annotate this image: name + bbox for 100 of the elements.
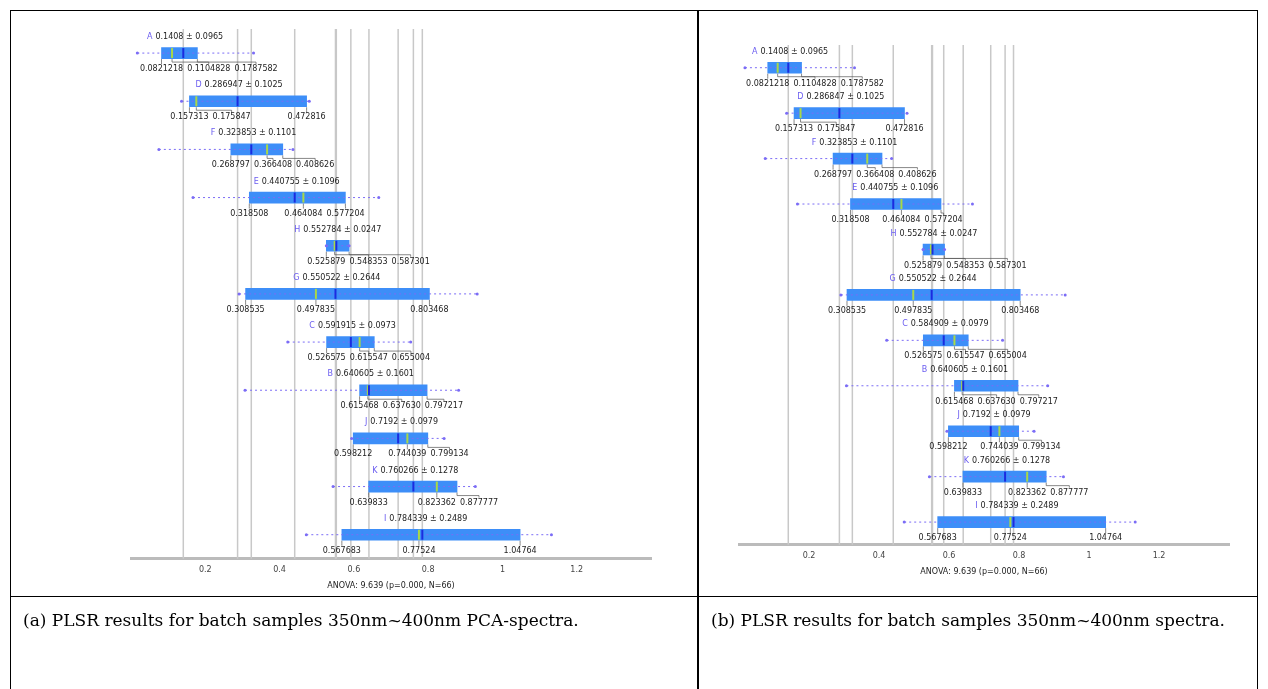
annotation: 0.784339 ± 0.2489 <box>980 501 1059 511</box>
annotation: 0.577204 <box>924 215 963 225</box>
annotation: 0.318508 <box>230 208 269 218</box>
annotation: 0.803468 <box>410 304 449 314</box>
y-tick-label: A <box>751 46 758 56</box>
x-tick-label: 0.6 <box>347 564 361 574</box>
annotation: 0.637630 <box>382 401 421 411</box>
x-tick-label: 0.8 <box>1012 550 1026 560</box>
annotation: 0.497835 <box>296 304 335 314</box>
annotation: 0.464084 <box>882 215 921 225</box>
x-tick-label: 1 <box>499 564 505 574</box>
x-tick-label: 1.2 <box>570 564 584 574</box>
annotation: 0.268797 <box>813 169 853 179</box>
annotation: 0.797217 <box>424 401 464 411</box>
x-axis-title: ANOVA: 9.639 (p=0.000, N=66) <box>920 567 1048 577</box>
annotation: 0.577204 <box>326 208 365 218</box>
annotation: 0.175847 <box>817 124 856 134</box>
annotation: 0.744039 <box>980 442 1019 452</box>
y-tick-label: B <box>921 364 928 374</box>
annotation: 0.587301 <box>391 256 430 266</box>
y-tick-label: K <box>963 455 970 465</box>
annotation: 0.308535 <box>827 305 867 315</box>
x-tick-label: 0.6 <box>942 550 956 560</box>
annotation: 0.1408 ± 0.0965 <box>760 46 829 56</box>
annotation: 0.877777 <box>1050 487 1089 497</box>
annotation: 0.744039 <box>388 449 427 459</box>
annotation: 0.548353 <box>349 256 388 266</box>
annotation: 0.318508 <box>831 215 870 225</box>
y-tick-label: C <box>309 321 316 331</box>
annotation: 0.366408 <box>856 169 895 179</box>
annotation: 0.598212 <box>334 449 373 459</box>
annotation: 0.286847 ± 0.1025 <box>806 92 885 102</box>
annotation: 0.1787582 <box>234 64 278 74</box>
annotation: 0.567683 <box>322 545 361 555</box>
annotation: 0.323853 ± 0.1101 <box>819 137 898 147</box>
y-tick-label: K <box>372 465 379 475</box>
y-tick-label: D <box>195 80 202 90</box>
annotation: 0.497835 <box>894 305 933 315</box>
y-tick-label: D <box>797 92 804 102</box>
annotation: 0.552784 ± 0.0247 <box>899 228 978 238</box>
y-tick-label: C <box>902 319 909 329</box>
y-tick-label: G <box>293 272 300 282</box>
annotation: 0.877777 <box>459 497 499 507</box>
annotation: 0.615468 <box>935 396 974 406</box>
text: (a) PLSR results for batch samples 350nm~400nm PCA-spectra. <box>10 596 698 689</box>
annotation: 0.157313 <box>774 124 814 134</box>
annotation: 0.1787582 <box>840 78 884 88</box>
annotation: 0.760266 ± 0.1278 <box>380 465 459 475</box>
y-tick-label: G <box>889 273 896 283</box>
y-tick-label: F <box>210 128 216 138</box>
x-tick-label: 0.2 <box>198 564 212 574</box>
annotation: 0.591915 ± 0.0973 <box>317 321 396 331</box>
annotation: 0.803468 <box>1001 305 1040 315</box>
y-tick-label: F <box>811 137 817 147</box>
y-tick-label: J <box>956 410 960 420</box>
annotation: 0.797217 <box>1019 396 1058 406</box>
annotation: 0.440755 ± 0.1096 <box>860 183 939 193</box>
annotation: 0.598212 <box>929 442 968 452</box>
x-tick-label: 1 <box>1086 550 1092 560</box>
annotation: 0.157313 <box>170 112 209 122</box>
annotation: 0.366408 <box>253 160 293 170</box>
annotation: 0.550522 ± 0.2644 <box>302 272 381 282</box>
annotation: 0.472816 <box>885 124 924 134</box>
annotation: 0.268797 <box>211 160 250 170</box>
annotation: 0.472816 <box>287 112 326 122</box>
annotation: 0.526575 <box>307 353 346 363</box>
x-axis-title: ANOVA: 9.639 (p=0.000, N=66) <box>327 581 455 591</box>
y-tick-label: I <box>975 501 978 511</box>
annotation: 0.408626 <box>296 160 335 170</box>
annotation: 0.823362 <box>417 497 456 507</box>
annotation: 0.637630 <box>977 396 1016 406</box>
annotation: 0.615468 <box>340 401 379 411</box>
x-tick-label: 0.4 <box>872 550 886 560</box>
annotation: 0.1408 ± 0.0965 <box>155 32 224 42</box>
y-tick-label: H <box>890 228 897 238</box>
annotation: 0.1104828 <box>187 64 231 74</box>
annotation: 0.552784 ± 0.0247 <box>303 224 382 234</box>
annotation: 0.615547 <box>349 353 388 363</box>
annotation: 0.550522 ± 0.2644 <box>898 273 977 283</box>
annotation: 0.526575 <box>904 351 943 361</box>
annotation: 0.639833 <box>349 497 388 507</box>
annotation: 0.548353 <box>946 260 985 270</box>
annotation: 0.655004 <box>988 351 1027 361</box>
text: (b) PLSR results for batch samples 350nm~400nm spectra. <box>698 596 1258 689</box>
y-tick-label: B <box>327 369 333 379</box>
annotation: 0.639833 <box>943 487 983 497</box>
annotation: 0.525879 <box>903 260 943 270</box>
annotation: 0.175847 <box>212 112 251 122</box>
y-tick-label: J <box>363 417 368 427</box>
annotation: 0.799134 <box>1022 442 1061 452</box>
y-tick-label: H <box>294 224 301 234</box>
annotation: 0.323853 ± 0.1101 <box>218 128 297 138</box>
y-tick-label: I <box>383 513 387 523</box>
annotation: 0.784339 ± 0.2489 <box>389 513 468 523</box>
annotation: 0.7192 ± 0.0979 <box>370 417 439 427</box>
annotation: 0.77524 <box>402 545 436 555</box>
annotation: 0.760266 ± 0.1278 <box>972 455 1051 465</box>
annotation: 0.77524 <box>993 533 1027 543</box>
annotation: 1.04764 <box>503 545 537 555</box>
annotation: 0.7192 ± 0.0979 <box>962 410 1031 420</box>
